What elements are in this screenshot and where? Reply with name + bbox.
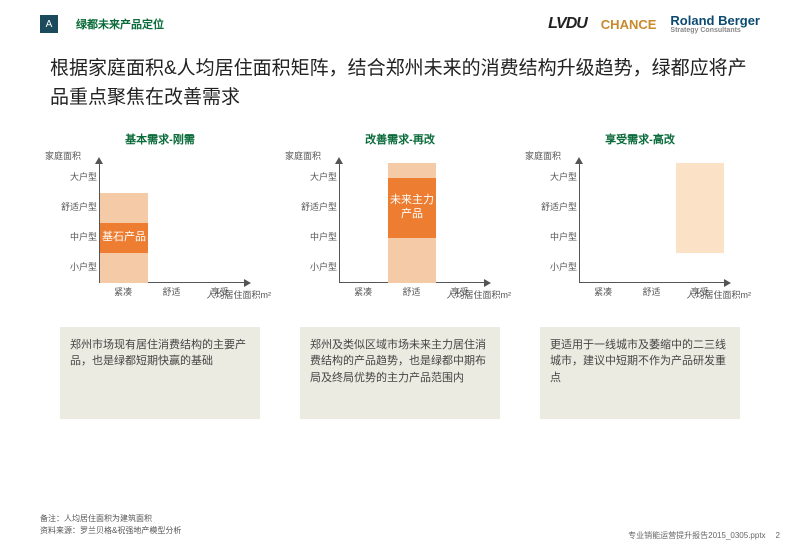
- chart-highlight-box: 基石产品: [100, 223, 148, 253]
- footer-filename: 专业销能运营提升报告2015_0305.pptx: [628, 530, 765, 541]
- chart-highlight-box: 未来主力产品: [388, 178, 436, 238]
- footer-page: 2: [776, 531, 780, 540]
- x-axis-label: 人均居住面积m²: [447, 288, 512, 301]
- footnotes: 备注：人均居住面积为建筑面积 资料来源：罗兰贝格&祝强地产模型分析: [40, 513, 181, 537]
- x-tick-label: 舒适: [162, 285, 180, 298]
- y-ticks: 大户型舒适户型中户型小户型: [55, 163, 97, 283]
- header-left: A 绿都未来产品定位: [40, 15, 164, 33]
- x-tick-label: 紧凑: [114, 285, 132, 298]
- x-tick-label: 紧凑: [354, 285, 372, 298]
- y-tick-label: 舒适户型: [55, 203, 97, 213]
- x-tick-label: 紧凑: [594, 285, 612, 298]
- y-ticks: 大户型舒适户型中户型小户型: [535, 163, 577, 283]
- y-tick-label: 中户型: [55, 233, 97, 243]
- chart-title: 享受需求-高改: [605, 131, 675, 147]
- plot: [579, 163, 724, 283]
- chart-area: 家庭面积基石产品大户型舒适户型中户型小户型紧凑舒适享受人均居住面积m²: [55, 153, 265, 313]
- y-tick-label: 中户型: [295, 233, 337, 243]
- y-tick-label: 小户型: [55, 263, 97, 273]
- y-tick-label: 舒适户型: [535, 203, 577, 213]
- chart-title: 改善需求-再改: [365, 131, 435, 147]
- chart-area: 家庭面积未来主力产品大户型舒适户型中户型小户型紧凑舒适享受人均居住面积m²: [295, 153, 505, 313]
- chart-block-1: 改善需求-再改家庭面积未来主力产品大户型舒适户型中户型小户型紧凑舒适享受人均居住…: [290, 131, 510, 419]
- y-tick-label: 小户型: [535, 263, 577, 273]
- x-axis-label: 人均居住面积m²: [687, 288, 752, 301]
- charts-row: 基本需求-刚需家庭面积基石产品大户型舒适户型中户型小户型紧凑舒适享受人均居住面积…: [0, 131, 800, 419]
- main-heading: 根据家庭面积&人均居住面积矩阵，结合郑州未来的消费结构升级趋势，绿都应将产品重点…: [0, 40, 800, 131]
- y-tick-label: 大户型: [535, 173, 577, 183]
- chart-bg-region: [676, 163, 724, 253]
- y-tick-label: 中户型: [535, 233, 577, 243]
- x-tick-label: 舒适: [642, 285, 660, 298]
- y-ticks: 大户型舒适户型中户型小户型: [295, 163, 337, 283]
- arrow-right-icon: [244, 279, 251, 287]
- logo-chance: CHANCE: [601, 17, 657, 32]
- chart-caption: 郑州市场现有居住消费结构的主要产品，也是绿都短期快赢的基础: [60, 327, 260, 419]
- slide-header: A 绿都未来产品定位 LVDU CHANCE Roland Berger Str…: [0, 0, 800, 40]
- chart-area: 家庭面积大户型舒适户型中户型小户型紧凑舒适享受人均居住面积m²: [535, 153, 745, 313]
- y-tick-label: 小户型: [295, 263, 337, 273]
- chart-caption: 郑州及类似区域市场未来主力居住消费结构的产品趋势，也是绿都中期布局及终局优势的主…: [300, 327, 500, 419]
- x-axis-label: 人均居住面积m²: [207, 288, 272, 301]
- y-tick-label: 大户型: [295, 173, 337, 183]
- y-axis-label: 家庭面积: [285, 149, 321, 162]
- section-tag: A: [40, 15, 58, 33]
- section-title: 绿都未来产品定位: [76, 16, 164, 32]
- chart-caption: 更适用于一线城市及萎缩中的二三线城市，建议中短期不作为产品研发重点: [540, 327, 740, 419]
- footnote-1: 备注：人均居住面积为建筑面积: [40, 513, 181, 525]
- y-axis-label: 家庭面积: [525, 149, 561, 162]
- chart-title: 基本需求-刚需: [125, 131, 195, 147]
- logo-rb-main: Roland Berger: [670, 14, 760, 27]
- y-tick-label: 大户型: [55, 173, 97, 183]
- logo-rb-sub: Strategy Consultants: [670, 27, 760, 34]
- footer-right: 专业销能运营提升报告2015_0305.pptx 2: [628, 530, 780, 541]
- y-axis-label: 家庭面积: [45, 149, 81, 162]
- logo-lvdu: LVDU: [548, 15, 587, 33]
- plot: 基石产品: [99, 163, 244, 283]
- footnote-2: 资料来源：罗兰贝格&祝强地产模型分析: [40, 525, 181, 537]
- plot: 未来主力产品: [339, 163, 484, 283]
- arrow-right-icon: [484, 279, 491, 287]
- chart-block-0: 基本需求-刚需家庭面积基石产品大户型舒适户型中户型小户型紧凑舒适享受人均居住面积…: [50, 131, 270, 419]
- logo-roland-berger: Roland Berger Strategy Consultants: [670, 14, 760, 34]
- chart-block-2: 享受需求-高改家庭面积大户型舒适户型中户型小户型紧凑舒适享受人均居住面积m²更适…: [530, 131, 750, 419]
- y-tick-label: 舒适户型: [295, 203, 337, 213]
- logo-group: LVDU CHANCE Roland Berger Strategy Consu…: [548, 14, 760, 34]
- x-tick-label: 舒适: [402, 285, 420, 298]
- arrow-right-icon: [724, 279, 731, 287]
